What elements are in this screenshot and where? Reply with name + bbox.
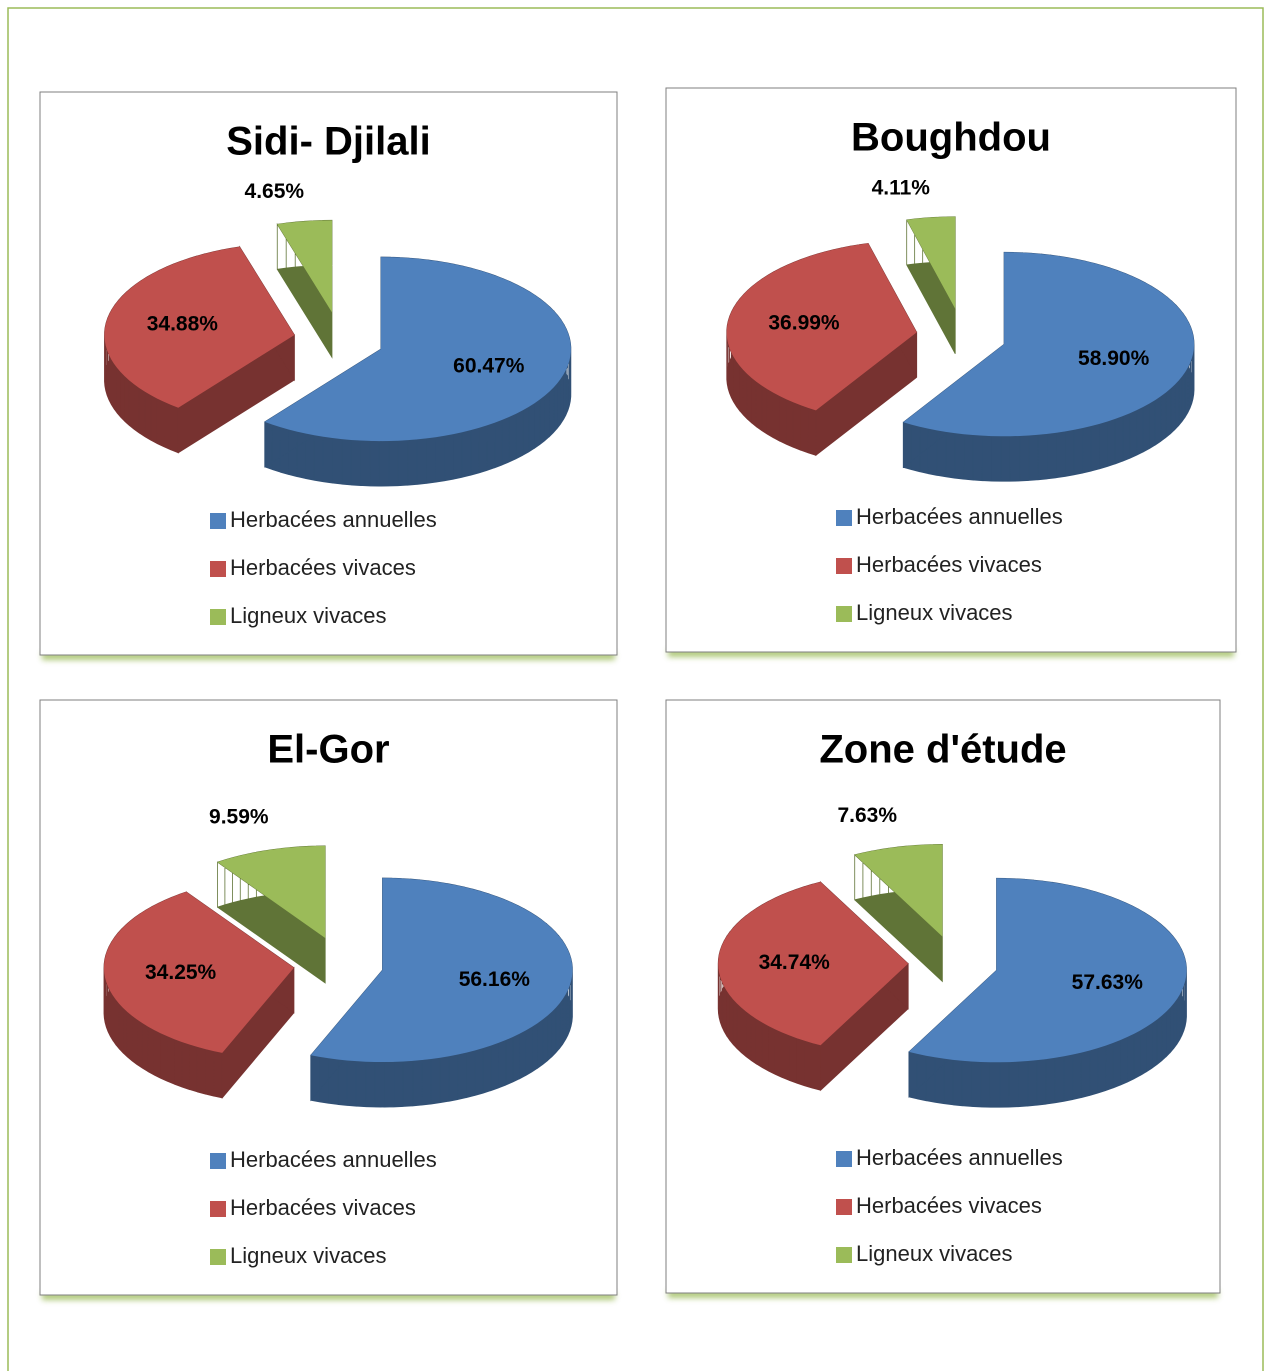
legend-label: Herbacées vivaces	[230, 555, 416, 580]
legend-swatch	[836, 606, 852, 622]
legend-label: Ligneux vivaces	[230, 603, 387, 628]
chart-shadow	[668, 1290, 1218, 1298]
legend-label: Herbacées annuelles	[230, 507, 437, 532]
data-label: 34.74%	[759, 951, 831, 974]
chart-title: Zone d'étude	[819, 728, 1066, 772]
data-label: 57.63%	[1072, 971, 1144, 994]
chart-shadow	[42, 652, 615, 660]
legend-label: Herbacées annuelles	[856, 504, 1063, 529]
pie-slice	[310, 877, 573, 1108]
data-label: 58.90%	[1078, 347, 1150, 370]
legend-swatch	[210, 1249, 226, 1265]
legend-label: Herbacées vivaces	[856, 552, 1042, 577]
slice-top	[310, 878, 573, 1063]
legend-label: Ligneux vivaces	[856, 600, 1013, 625]
data-label: 60.47%	[453, 354, 525, 377]
chart: Sidi- Djilali 60.47% 34.88% 4.65% Herbacées …	[39, 91, 618, 660]
chart-shadow	[668, 649, 1234, 657]
pie-slice	[726, 242, 918, 457]
data-label: 4.65%	[245, 180, 305, 203]
chart-title: El-Gor	[267, 728, 389, 772]
legend-label: Herbacées vivaces	[856, 1193, 1042, 1218]
legend-swatch	[836, 1199, 852, 1215]
legend-swatch	[836, 558, 852, 574]
chart: Zone d'étude 57.63% 34.74% 7.63% Herbacées a…	[665, 699, 1221, 1298]
page-border	[7, 7, 1264, 1371]
legend-label: Herbacées annuelles	[856, 1145, 1063, 1170]
slice-top	[277, 220, 332, 313]
legend-label: Ligneux vivaces	[230, 1243, 387, 1268]
pie-slice	[902, 251, 1195, 482]
data-label: 4.11%	[872, 176, 931, 199]
slice-top	[906, 216, 956, 309]
slice-top	[217, 845, 326, 938]
legend-swatch	[210, 1153, 226, 1169]
legend-label: Ligneux vivaces	[856, 1241, 1013, 1266]
slice-top	[726, 243, 917, 411]
chart-title: Sidi- Djilali	[226, 120, 430, 164]
legend-swatch	[836, 1247, 852, 1263]
pie-slice	[103, 891, 295, 1099]
pie-slice	[104, 245, 295, 454]
legend-swatch	[210, 1201, 226, 1217]
pie-slice	[906, 216, 956, 354]
legend-label: Herbacées annuelles	[230, 1147, 437, 1172]
pie-slice	[264, 256, 572, 487]
legend-swatch	[836, 510, 852, 526]
data-label: 34.25%	[145, 961, 217, 984]
chart-shadow	[42, 1292, 615, 1300]
slice-top	[718, 882, 909, 1046]
legend-label: Herbacées vivaces	[230, 1195, 416, 1220]
legend-swatch	[210, 609, 226, 625]
chart-title: Boughdou	[851, 116, 1051, 160]
pie-slice	[854, 844, 943, 983]
slice-top	[264, 257, 571, 442]
data-label: 56.16%	[459, 968, 531, 991]
data-label: 36.99%	[768, 312, 840, 335]
pie-slice	[717, 881, 909, 1092]
slice-top	[103, 891, 294, 1053]
slice-top	[104, 246, 295, 408]
slice-top	[854, 844, 943, 937]
chart: Boughdou 58.90% 36.99% 4.11% Herbacées annue…	[665, 87, 1237, 657]
slice-top	[908, 878, 1187, 1063]
legend-swatch	[836, 1151, 852, 1167]
pie-slice	[908, 877, 1187, 1108]
chart: El-Gor 56.16% 34.25% 9.59% Herbacées annuell…	[39, 699, 618, 1300]
data-label: 7.63%	[837, 804, 897, 827]
pie-slice	[276, 219, 333, 359]
legend-swatch	[210, 513, 226, 529]
data-label: 34.88%	[147, 312, 219, 335]
legend-swatch	[210, 561, 226, 577]
pie-slice	[217, 845, 326, 984]
slice-top	[903, 252, 1195, 437]
data-label: 9.59%	[209, 805, 269, 828]
